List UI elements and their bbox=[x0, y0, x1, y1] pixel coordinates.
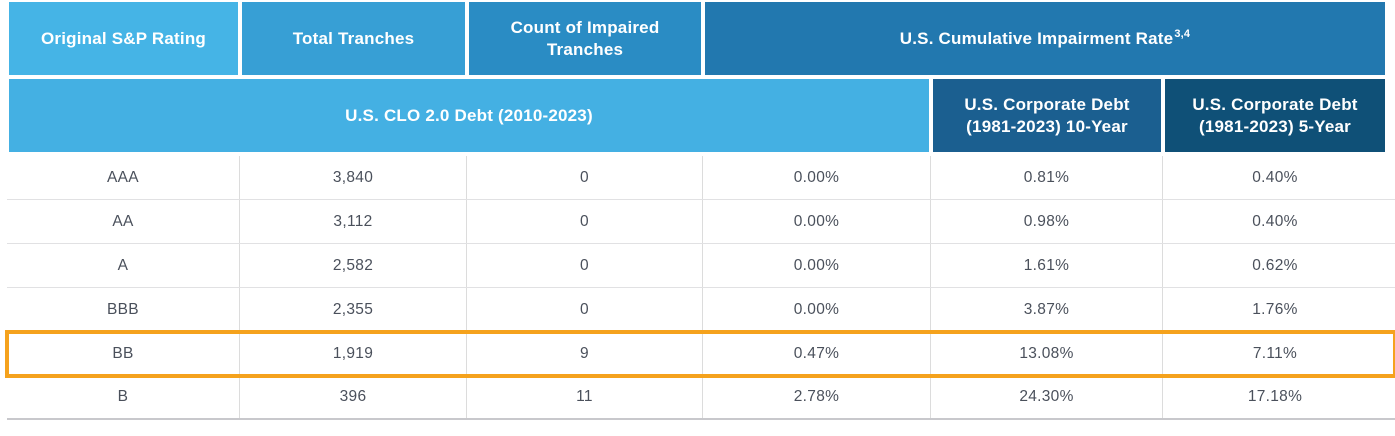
table-row-aa: AA 3,112 0 0.00% 0.98% 0.40% bbox=[7, 200, 1395, 244]
header-original-sp-rating: Original S&P Rating bbox=[7, 0, 240, 77]
corp-10yr-rate-cell: 24.30% bbox=[931, 376, 1163, 418]
table-header-row-1: Original S&P Rating Total Tranches Count… bbox=[7, 0, 1395, 77]
header-label: U.S. CLO 2.0 Debt (2010-2023) bbox=[345, 105, 593, 125]
header-label: U.S. Cumulative Impairment Rate3,4 bbox=[899, 27, 1191, 48]
clo-impairment-rate-cell: 0.00% bbox=[703, 200, 931, 243]
corp-5yr-rate-cell: 7.11% bbox=[1252, 344, 1298, 362]
table-row-b: B 396 11 2.78% 24.30% 17.18% bbox=[7, 376, 1395, 420]
corp-10yr-rate-cell: 3.87% bbox=[931, 288, 1163, 331]
header-corporate-debt-10-year: U.S. Corporate Debt (1981-2023) 10-Year bbox=[931, 77, 1163, 154]
clo-impairment-rate-cell: 0.00% bbox=[703, 288, 931, 331]
header-count-impaired-tranches: Count of Impaired Tranches bbox=[467, 0, 703, 77]
header-label: Original S&P Rating bbox=[40, 28, 206, 48]
header-corporate-debt-5-year: U.S. Corporate Debt (1981-2023) 5-Year bbox=[1163, 77, 1387, 154]
corp-10yr-rate-cell: 0.98% bbox=[931, 200, 1163, 243]
header-total-tranches: Total Tranches bbox=[240, 0, 467, 77]
clo-impairment-rate-cell: 2.78% bbox=[703, 376, 931, 418]
clo-impairment-rate-cell: 0.47% bbox=[703, 332, 931, 375]
impaired-count-cell: 0 bbox=[467, 244, 703, 287]
total-tranches-cell: 1,919 bbox=[240, 332, 467, 375]
corp-5yr-rate-cell: 1.76% bbox=[1252, 300, 1298, 318]
total-tranches-cell: 3,840 bbox=[240, 156, 467, 199]
corp-10yr-rate-cell: 0.81% bbox=[931, 156, 1163, 199]
corp-5yr-rate-cell: 17.18% bbox=[1247, 388, 1303, 405]
table-row-bbb: BBB 2,355 0 0.00% 3.87% 1.76% bbox=[7, 288, 1395, 332]
total-tranches-cell: 3,112 bbox=[240, 200, 467, 243]
table-row-bb-highlighted: BB 1,919 9 0.47% 13.08% 7.11% bbox=[5, 330, 1395, 378]
header-cumulative-impairment-rate: U.S. Cumulative Impairment Rate3,4 bbox=[703, 0, 1387, 77]
table-row-aaa: AAA 3,840 0 0.00% 0.81% 0.40% bbox=[7, 156, 1395, 200]
total-tranches-cell: 2,582 bbox=[240, 244, 467, 287]
header-label: Total Tranches bbox=[292, 28, 415, 48]
corp-5yr-rate-cell: 0.40% bbox=[1252, 212, 1298, 230]
rating-cell: AA bbox=[7, 200, 240, 243]
corp-10yr-rate-cell: 1.61% bbox=[931, 244, 1163, 287]
clo-impairment-rate-cell: 0.00% bbox=[703, 156, 931, 199]
corp-5yr-rate-cell: 0.40% bbox=[1252, 168, 1298, 186]
rating-cell: BBB bbox=[7, 288, 240, 331]
total-tranches-cell: 2,355 bbox=[240, 288, 467, 331]
table-row-a: A 2,582 0 0.00% 1.61% 0.62% bbox=[7, 244, 1395, 288]
table-header-row-2: U.S. CLO 2.0 Debt (2010-2023) U.S. Corpo… bbox=[7, 77, 1395, 154]
impaired-count-cell: 0 bbox=[467, 288, 703, 331]
table-body: AAA 3,840 0 0.00% 0.81% 0.40% AA 3,112 0… bbox=[5, 156, 1395, 420]
impairment-table: Original S&P Rating Total Tranches Count… bbox=[5, 0, 1395, 420]
header-label: U.S. Corporate Debt (1981-2023) 10-Year bbox=[964, 95, 1130, 136]
corp-10yr-rate-cell: 13.08% bbox=[931, 332, 1163, 375]
rating-cell: B bbox=[7, 376, 240, 418]
impaired-count-cell: 9 bbox=[467, 332, 703, 375]
rating-cell: BB bbox=[7, 332, 240, 375]
rating-cell: A bbox=[7, 244, 240, 287]
impaired-count-cell: 11 bbox=[467, 376, 703, 418]
clo-impairment-rate-cell: 0.00% bbox=[703, 244, 931, 287]
header-label: U.S. Corporate Debt (1981-2023) 5-Year bbox=[1192, 95, 1358, 136]
impaired-count-cell: 0 bbox=[467, 200, 703, 243]
footnote-marker: 3,4 bbox=[1174, 27, 1191, 40]
total-tranches-cell: 396 bbox=[240, 376, 467, 418]
rating-cell: AAA bbox=[7, 156, 240, 199]
impaired-count-cell: 0 bbox=[467, 156, 703, 199]
header-label: Count of Impaired Tranches bbox=[510, 18, 660, 59]
corp-5yr-rate-cell: 0.62% bbox=[1252, 256, 1298, 274]
header-clo-20-debt-band: U.S. CLO 2.0 Debt (2010-2023) bbox=[7, 77, 931, 154]
